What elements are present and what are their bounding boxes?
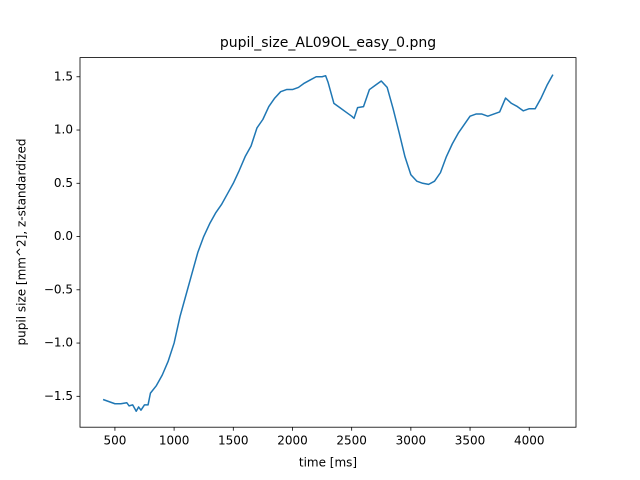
y-tick-label: −1.0 [44, 336, 73, 350]
data-line [102, 74, 554, 412]
y-axis-label: pupil size [mm^2], z-standardized [15, 139, 29, 346]
y-tick-label: 1.5 [54, 69, 73, 83]
plot-frame [79, 57, 577, 428]
x-tick-label: 500 [103, 434, 126, 448]
x-axis-label: time [ms] [299, 456, 357, 470]
x-tick-label: 1000 [159, 434, 190, 448]
y-tick-label: 1.0 [54, 123, 73, 137]
x-tick-label: 2000 [277, 434, 308, 448]
y-tick-label: 0.0 [54, 229, 73, 243]
x-tick-label: 1500 [218, 434, 249, 448]
x-tick-label: 4000 [514, 434, 545, 448]
x-tick-label: 2500 [336, 434, 367, 448]
y-tick-label: −0.5 [44, 282, 73, 296]
x-tick-label: 3000 [396, 434, 427, 448]
x-tick-label: 3500 [455, 434, 486, 448]
chart-title: pupil_size_AL09OL_easy_0.png [220, 35, 436, 51]
y-tick-label: 0.5 [54, 176, 73, 190]
y-tick-label: −1.5 [44, 389, 73, 403]
